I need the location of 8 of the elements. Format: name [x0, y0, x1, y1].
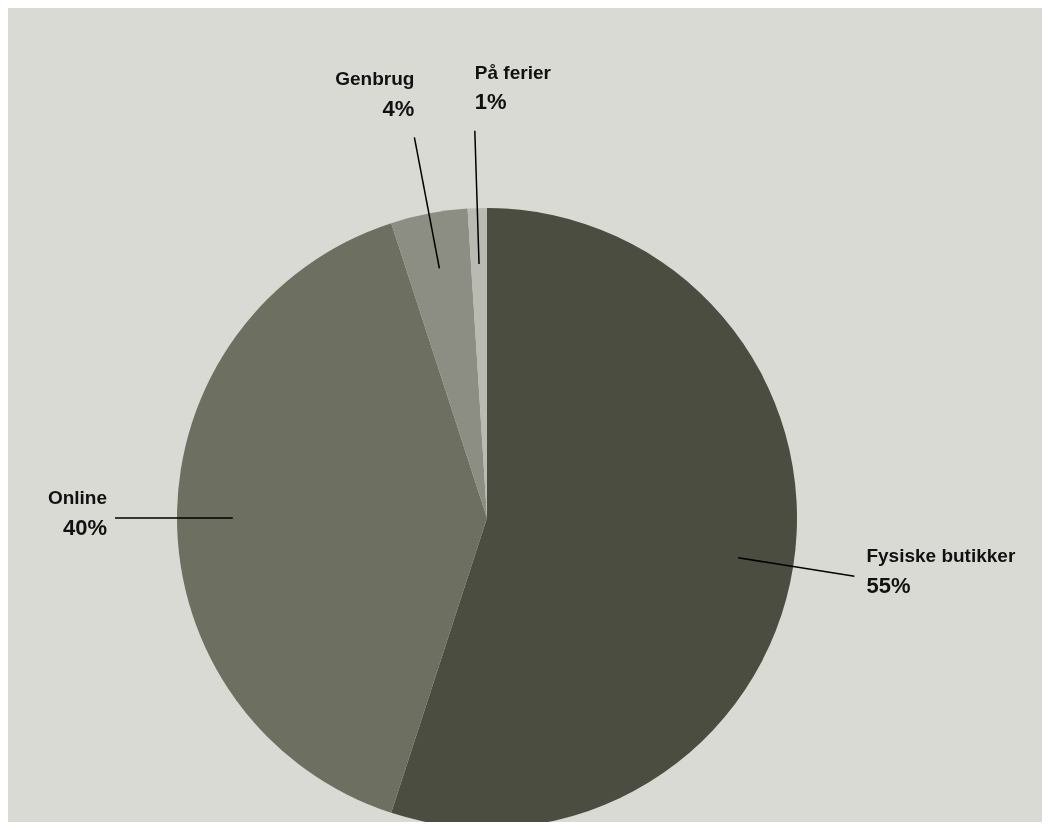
- data-label: 4%: [382, 96, 415, 122]
- slice-label: På ferier: [474, 61, 552, 83]
- data-label: 1%: [474, 89, 507, 115]
- slice-label: Fysiske butikker: [866, 545, 1016, 567]
- slice-label: Online: [47, 487, 107, 508]
- slice-label: Genbrug: [335, 68, 415, 90]
- data-label: 40%: [62, 514, 107, 540]
- data-label: 55%: [866, 572, 911, 598]
